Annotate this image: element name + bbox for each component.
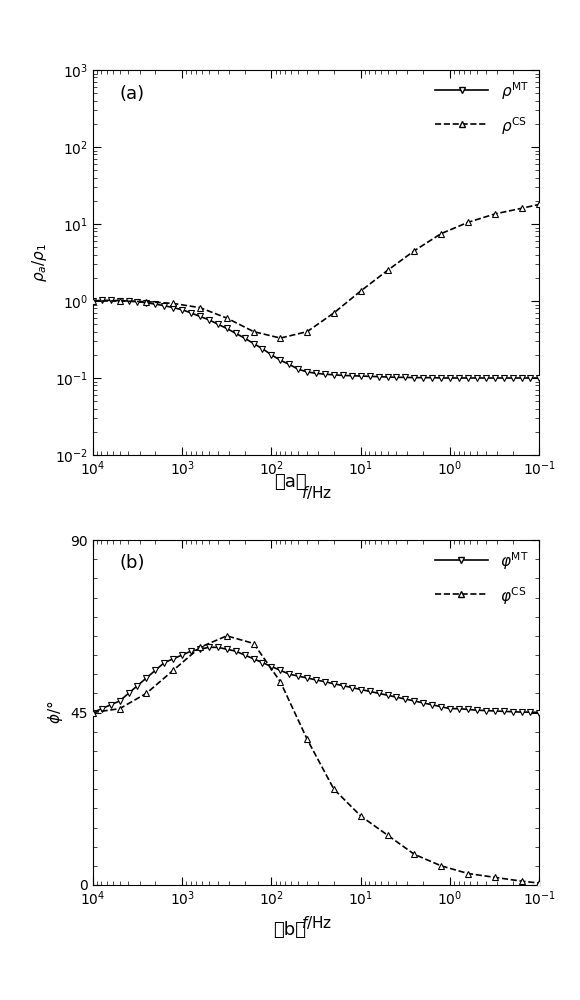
- Text: (b): (b): [119, 554, 145, 572]
- Y-axis label: $\phi$/°: $\phi$/°: [45, 701, 65, 724]
- Text: （a）: （a）: [274, 473, 306, 491]
- X-axis label: $f$/Hz: $f$/Hz: [300, 484, 332, 501]
- Legend: $\rho^{\mathrm{MT}}$, $\rho^{\mathrm{CS}}$: $\rho^{\mathrm{MT}}$, $\rho^{\mathrm{CS}…: [429, 75, 535, 144]
- Text: （b）: （b）: [274, 921, 306, 939]
- Y-axis label: $\rho_a/\rho_1$: $\rho_a/\rho_1$: [30, 243, 49, 282]
- Text: (a): (a): [119, 85, 145, 103]
- Legend: $\varphi^{\mathrm{MT}}$, $\varphi^{\mathrm{CS}}$: $\varphi^{\mathrm{MT}}$, $\varphi^{\math…: [429, 545, 535, 614]
- X-axis label: $f$/Hz: $f$/Hz: [300, 914, 332, 931]
